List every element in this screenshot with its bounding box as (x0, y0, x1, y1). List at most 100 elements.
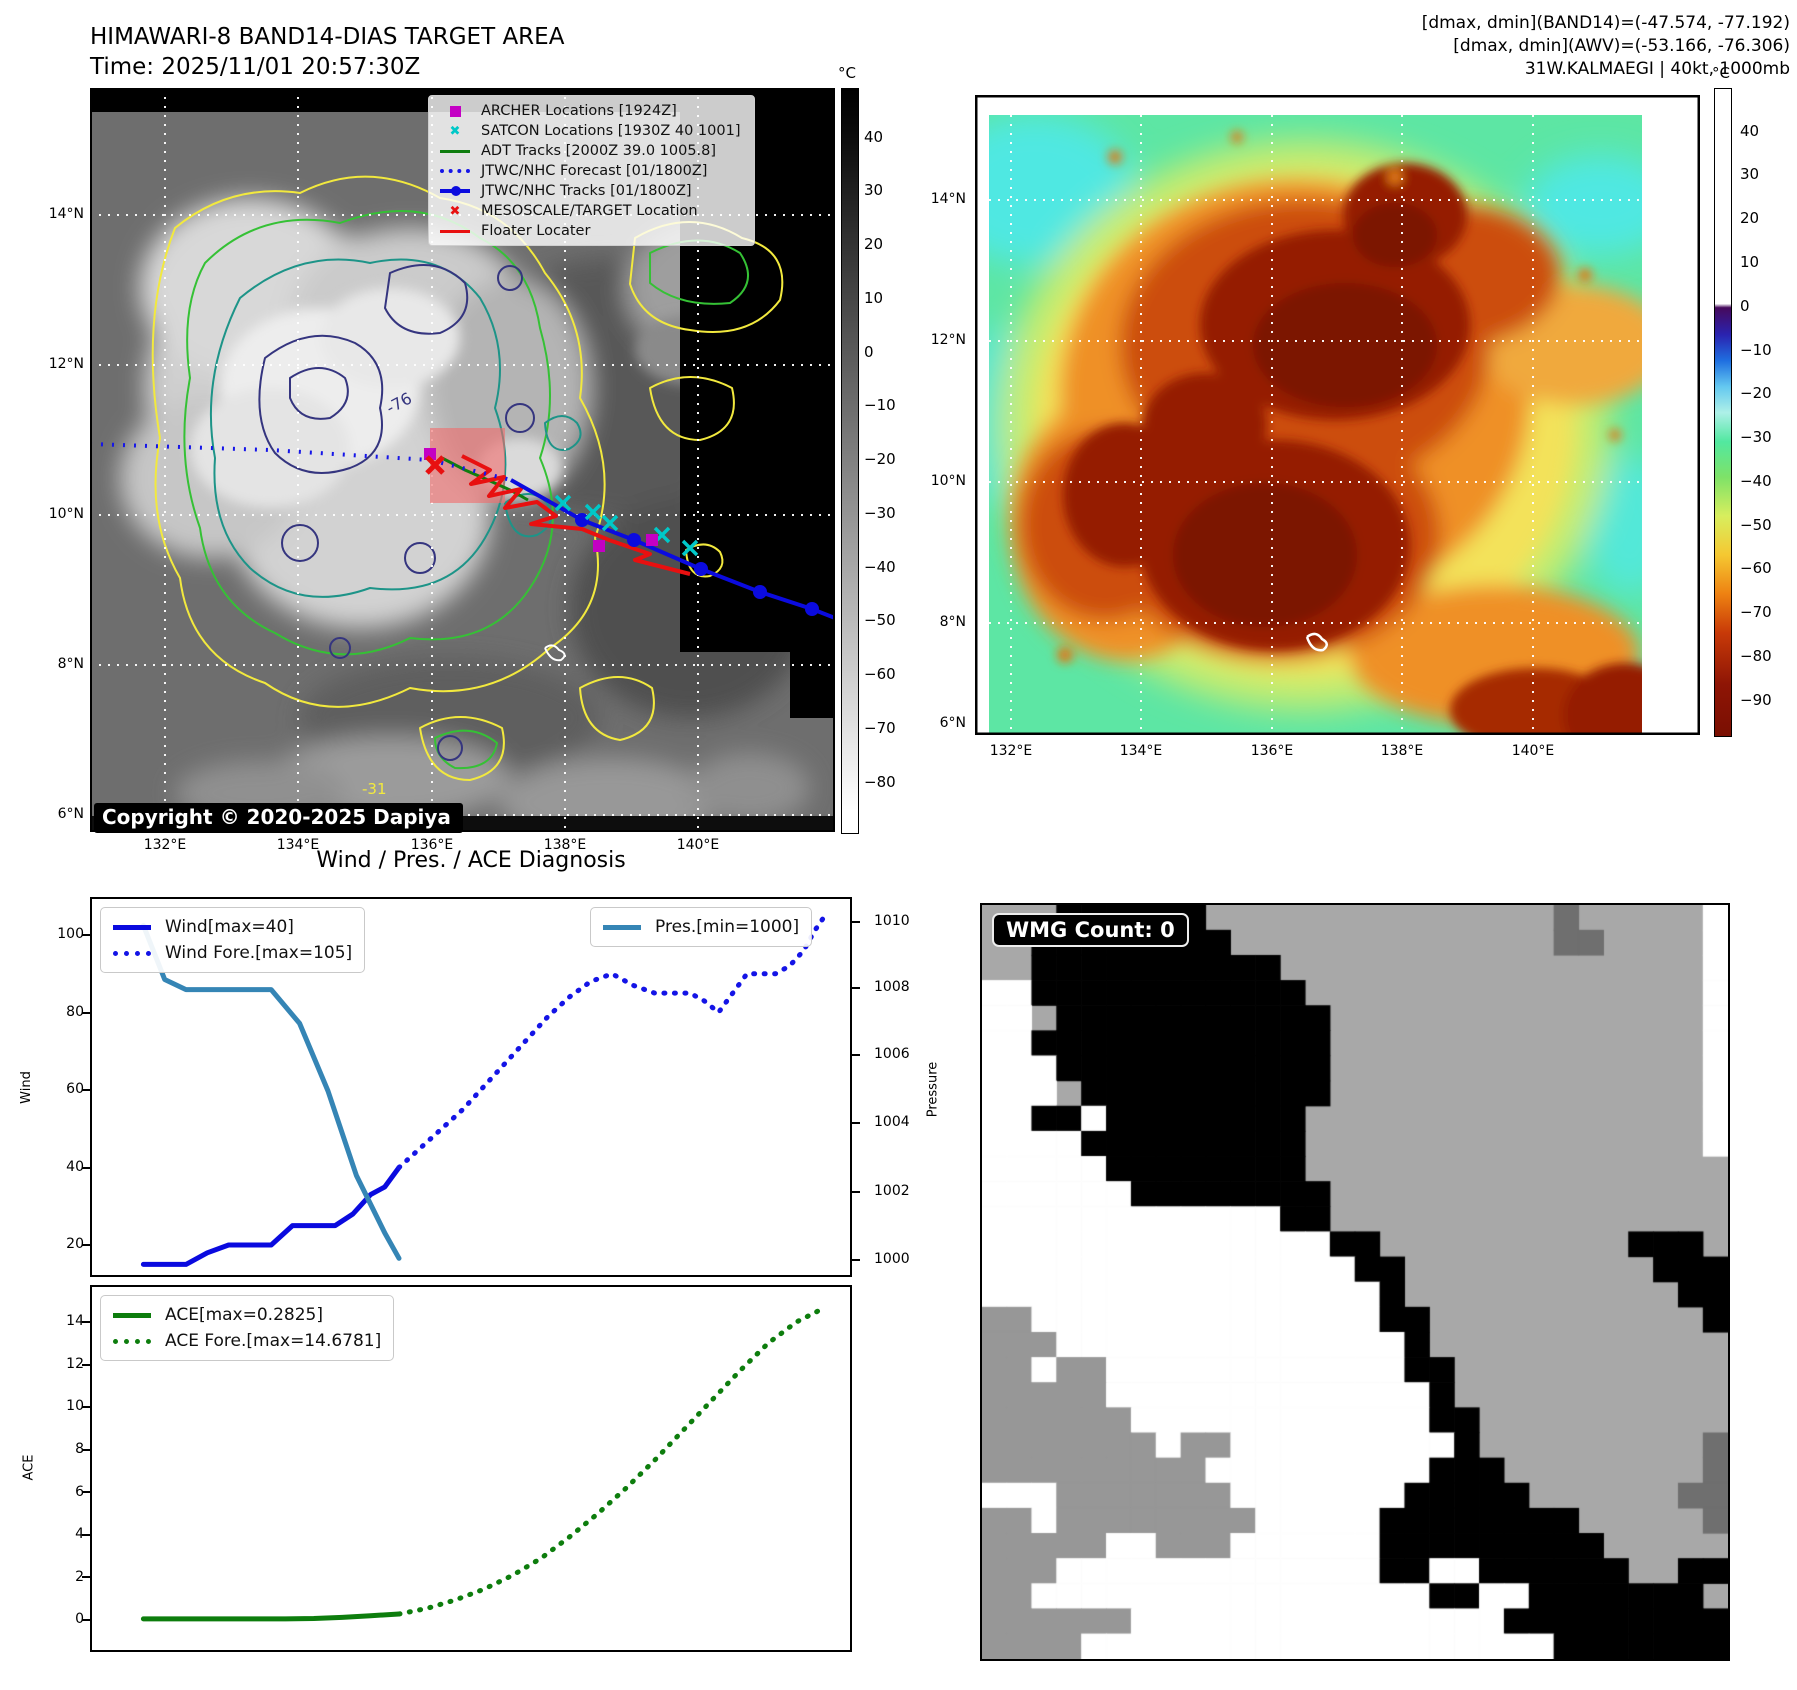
series-dotted (396, 1305, 828, 1617)
axis-tick (852, 1259, 860, 1261)
coastline (1305, 632, 1328, 652)
legend-item-mesoscale: ✖ MESOSCALE/TARGET Location (437, 201, 746, 221)
wind-legend: Wind[max=40] Wind Fore.[max=105] (100, 907, 366, 973)
right-map-gridlines (989, 115, 1642, 735)
axis-tick (82, 1406, 90, 1409)
wind-tick: 80 (66, 1003, 84, 1020)
awv-colorbar-tick: −20 (1740, 384, 1772, 403)
steelblue-line-icon (603, 924, 645, 930)
axis-tick (82, 1166, 90, 1169)
band14-colorbar-tick: 30 (864, 181, 884, 200)
wmg-mask-image (982, 905, 1728, 1659)
legend-item-pres: Pres.[min=1000] (603, 914, 799, 940)
wind-tick: 100 (57, 926, 84, 943)
legend-item-wind: Wind[max=40] (113, 914, 352, 940)
cyan-x-icon: ✖ (449, 123, 461, 139)
lat-tick: 6°N (939, 715, 966, 732)
band14-colorbar-tick: −80 (864, 772, 896, 791)
lon-tick: 132°E (143, 837, 187, 854)
lon-tick: 134°E (1119, 743, 1163, 760)
wind-axis-label: Wind (18, 1071, 34, 1104)
mesoscale-target-marker (425, 455, 445, 475)
ace-legend: ACE[max=0.2825] ACE Fore.[max=14.6781] (100, 1295, 395, 1361)
awv-colorbar-tick: −60 (1740, 559, 1772, 578)
pressure-tick: 1000 (874, 1251, 910, 1268)
lon-tick: 134°E (276, 837, 320, 854)
jtwc-best-track (510, 478, 835, 620)
green-line-icon (437, 149, 473, 153)
axis-tick (82, 1089, 90, 1091)
awv-colorbar-tick: −10 (1740, 340, 1772, 359)
legend-item-ace-fore: ACE Fore.[max=14.6781] (113, 1328, 381, 1354)
blue-dotted-line-icon (113, 950, 155, 956)
ace-tick: 0 (75, 1611, 84, 1628)
ace-tick: 12 (66, 1355, 84, 1372)
awv-colorbar-tick: −30 (1740, 428, 1772, 447)
lat-tick: 10°N (48, 506, 84, 523)
copyright-watermark: Copyright © 2020-2025 Dapiya (94, 803, 463, 833)
ace-tick: 2 (75, 1568, 84, 1585)
axis-tick (82, 1321, 90, 1323)
page-title: HIMAWARI-8 BAND14-DIAS TARGET AREA (90, 24, 565, 50)
awv-colorbar-tick: 30 (1740, 165, 1760, 184)
lon-tick: 136°E (1250, 743, 1294, 760)
left-map-legend: ARCHER Locations [1924Z] ✖ SATCON Locati… (428, 95, 755, 246)
awv-colorbar-tick: 20 (1740, 209, 1760, 228)
band14-colorbar-tick: −10 (864, 396, 896, 415)
pressure-legend: Pres.[min=1000] (590, 907, 813, 947)
axis-tick (82, 1244, 90, 1246)
band14-colorbar-tick: 40 (864, 127, 884, 146)
awv-colorbar-tick: 10 (1740, 253, 1760, 271)
series-dotted (396, 913, 828, 1170)
coastline (544, 644, 566, 662)
floater-locater-track (461, 454, 691, 576)
lat-tick: 6°N (57, 806, 84, 823)
legend-item-jtwc-forecast: JTWC/NHC Forecast [01/1800Z] (437, 161, 746, 181)
band14-colorbar-tick: −50 (864, 611, 896, 630)
awv-colorbar-tick: −90 (1740, 690, 1772, 709)
lat-tick: 8°N (939, 614, 966, 631)
wind-tick: 40 (66, 1158, 84, 1175)
legend-item-adt: ADT Tracks [2000Z 39.0 1005.8] (437, 141, 746, 161)
band14-colorbar-tick: −70 (864, 718, 896, 737)
lon-tick: 140°E (1511, 743, 1555, 760)
ace-tick: 8 (75, 1441, 84, 1458)
band14-colorbar-unit: °C (838, 64, 856, 82)
pressure-tick: 1002 (874, 1183, 910, 1200)
band14-colorbar-tick: −40 (864, 557, 896, 576)
axis-tick (82, 1533, 90, 1536)
axis-tick (82, 1576, 90, 1579)
storm-id-intensity: 31W.KALMAEGI | 40kt, 1000mb (1524, 59, 1790, 79)
contour-label-yellow: -31 (362, 780, 387, 798)
band14-colorbar-tick: −20 (864, 450, 896, 469)
band14-colorbar-tick: −30 (864, 503, 896, 522)
awv-colorbar-tick: 0 (1740, 296, 1750, 315)
lon-tick: 140°E (676, 837, 720, 854)
lon-tick: 138°E (1380, 743, 1424, 760)
lon-tick: 132°E (989, 743, 1033, 760)
green-dotted-line-icon (113, 1338, 155, 1344)
pressure-tick: 1010 (874, 913, 910, 930)
red-x-icon: ✖ (449, 203, 461, 219)
axis-tick (82, 1491, 90, 1494)
axis-tick (852, 1122, 860, 1124)
timestamp: Time: 2025/11/01 20:57:30Z (90, 54, 421, 80)
awv-satellite-map (975, 95, 1700, 735)
lat-tick: 14°N (48, 206, 84, 223)
lon-tick: 136°E (410, 837, 454, 854)
lat-tick: 12°N (930, 332, 966, 349)
lat-tick: 8°N (57, 656, 84, 673)
band14-colorbar-tick: 20 (864, 235, 884, 254)
pressure-tick: 1004 (874, 1114, 910, 1131)
awv-colorbar-tick: 40 (1740, 121, 1760, 140)
pressure-tick: 1006 (874, 1046, 910, 1063)
red-line-icon (437, 229, 473, 233)
diagnosis-title: Wind / Pres. / ACE Diagnosis (316, 848, 626, 873)
axis-tick (852, 921, 860, 923)
right-panel-header: [dmax, dmin](BAND14)=(-47.574, -77.192) … (1422, 12, 1790, 81)
band14-colorbar-tick: 0 (864, 342, 874, 361)
lat-tick: 14°N (930, 191, 966, 208)
awv-colorbar-unit: °C (1712, 64, 1730, 82)
axis-tick (82, 1448, 90, 1451)
